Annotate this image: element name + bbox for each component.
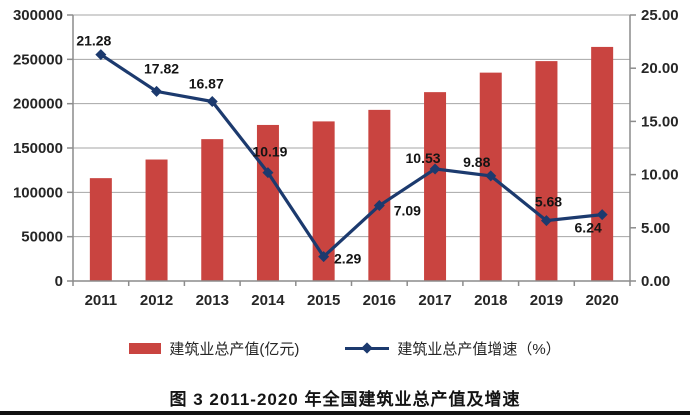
left-axis-label: 100000 xyxy=(13,184,63,201)
x-label-2016: 2016 xyxy=(363,292,396,309)
chart-legend: 建筑业总产值(亿元) 建筑业总产值增速（%） xyxy=(0,334,690,362)
data-label-2018: 9.88 xyxy=(463,154,490,170)
marker-2012 xyxy=(151,85,163,97)
left-axis-label: 300000 xyxy=(13,7,63,24)
legend-item-line: 建筑业总产值增速（%） xyxy=(345,338,561,359)
legend-bar-label: 建筑业总产值(亿元) xyxy=(169,340,300,358)
diamond-marker-icon xyxy=(361,342,373,354)
left-axis-label: 200000 xyxy=(13,96,63,113)
data-label-2014: 10.19 xyxy=(252,144,287,160)
marker-2018 xyxy=(485,170,497,182)
right-axis-label: 0.00 xyxy=(641,273,670,290)
marker-2020 xyxy=(596,209,608,221)
data-label-2012: 17.82 xyxy=(144,60,179,76)
x-label-2013: 2013 xyxy=(196,292,229,309)
marker-2016 xyxy=(373,200,385,212)
left-axis-label: 150000 xyxy=(13,140,63,157)
bar-2012 xyxy=(145,159,168,281)
data-label-2020: 6.24 xyxy=(575,220,602,236)
marker-2013 xyxy=(206,96,218,108)
data-label-2019: 5.68 xyxy=(535,194,562,210)
x-label-2012: 2012 xyxy=(140,292,173,309)
growth-line xyxy=(99,53,603,260)
marker-2019 xyxy=(540,215,552,227)
right-axis-label: 20.00 xyxy=(641,60,679,77)
x-label-2014: 2014 xyxy=(251,292,285,309)
bar-2019 xyxy=(535,61,558,282)
left-axis-label: 50000 xyxy=(21,229,63,246)
data-label-2016: 7.09 xyxy=(394,203,421,219)
bar-2017 xyxy=(424,92,447,281)
data-label-2015: 2.29 xyxy=(334,251,361,267)
right-axis-label: 25.00 xyxy=(641,7,679,24)
x-label-2017: 2017 xyxy=(418,292,451,309)
bar-2016 xyxy=(368,109,391,281)
bar-2015 xyxy=(312,121,335,282)
marker-2015 xyxy=(318,251,330,263)
figure-caption: 图 3 2011-2020 年全国建筑业总产值及增速 xyxy=(169,390,521,409)
bar-2011 xyxy=(89,178,112,281)
data-label-2013: 16.87 xyxy=(189,76,224,92)
combo-chart-canvas: 300000 250000 200000 150000 100000 50000 0 25.0… xyxy=(13,7,679,309)
x-label-2018: 2018 xyxy=(474,292,507,309)
legend-line-label: 建筑业总产值增速（%） xyxy=(397,340,561,358)
bottom-rule xyxy=(0,411,690,415)
right-axis-label: 10.00 xyxy=(641,167,679,184)
x-label-2020: 2020 xyxy=(585,292,618,309)
right-axis-label: 15.00 xyxy=(641,113,679,130)
marker-2011 xyxy=(95,49,107,61)
left-axis-label: 0 xyxy=(55,273,63,290)
bar-series-swatch-icon xyxy=(129,342,162,354)
bar-2020 xyxy=(591,46,614,281)
data-label-2011: 21.28 xyxy=(76,33,111,49)
marker-2017 xyxy=(429,163,441,175)
x-label-2015: 2015 xyxy=(307,292,340,309)
legend-item-bar: 建筑业总产值(亿元) xyxy=(129,338,299,359)
right-axis-label: 5.00 xyxy=(641,220,670,237)
left-axis-label: 250000 xyxy=(13,51,63,68)
line-series-swatch-icon xyxy=(345,342,390,354)
marker-2014 xyxy=(262,167,274,179)
x-label-2011: 2011 xyxy=(85,292,118,309)
bar-2013 xyxy=(201,139,224,281)
data-label-2017: 10.53 xyxy=(406,150,441,166)
x-label-2019: 2019 xyxy=(530,292,563,309)
